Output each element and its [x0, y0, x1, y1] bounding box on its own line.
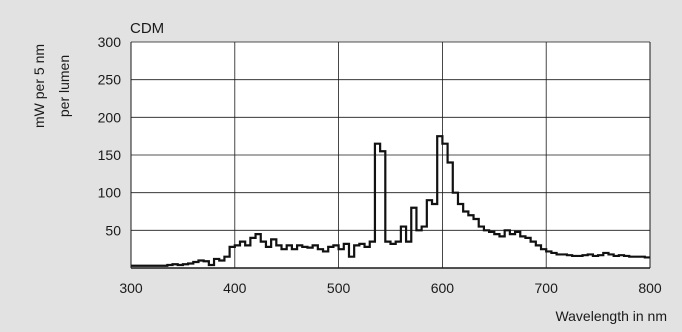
x-tick-label: 600	[431, 280, 455, 296]
x-axis-label: Wavelength in nm	[555, 308, 667, 324]
x-tick-label: 800	[638, 280, 662, 296]
y-tick-label: 300	[98, 34, 122, 50]
tick-labels: 50 100 150 200 250 300 300 400 500 600 700 800	[98, 34, 662, 296]
x-tick-label: 300	[119, 280, 143, 296]
y-tick-label: 100	[98, 185, 122, 201]
y-tick-label: 250	[98, 72, 122, 88]
y-tick-label: 200	[98, 109, 122, 125]
grid-lines	[130, 41, 651, 269]
y-tick-label: 50	[105, 222, 121, 238]
y-tick-label: 150	[98, 147, 122, 163]
x-tick-label: 500	[327, 280, 351, 296]
y-axis-label-line-2: per lumen	[56, 55, 72, 117]
x-tick-label: 400	[223, 280, 247, 296]
y-axis-label-line-1: mW per 5 nm	[31, 44, 47, 128]
chart-title: CDM	[130, 20, 164, 37]
series-line	[131, 135, 650, 267]
x-tick-label: 700	[535, 280, 559, 296]
